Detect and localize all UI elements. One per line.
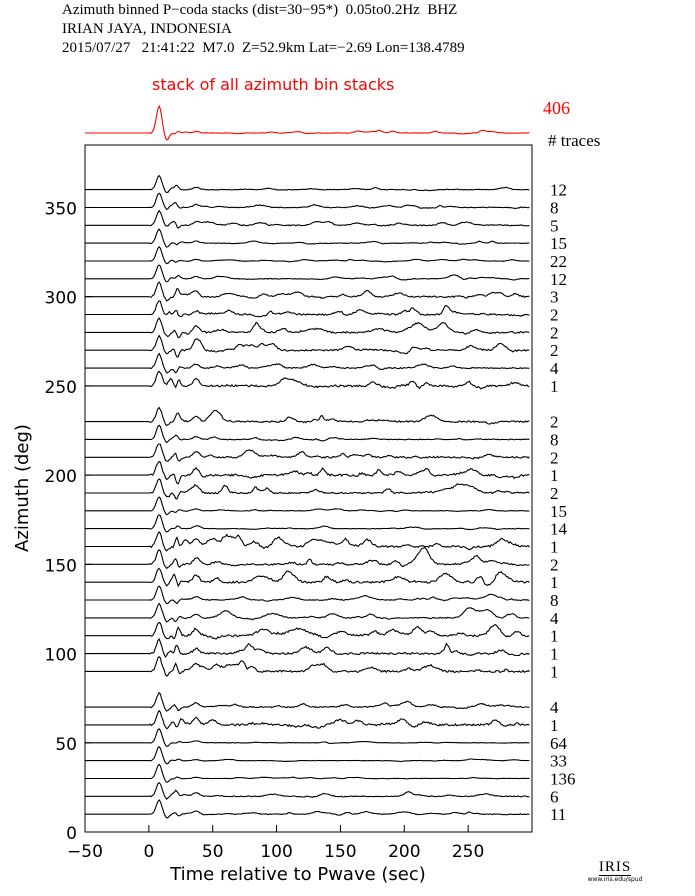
x-axis-label: Time relative to Pwave (sec) (169, 864, 426, 885)
trace-count-label: 11 (550, 805, 566, 824)
azimuth-trace-320 (85, 246, 530, 265)
azimuth-trace-230 (85, 406, 530, 427)
azimuth-trace-350 (85, 192, 530, 211)
azimuth-trace-210 (85, 443, 530, 463)
azimuth-trace-160 (85, 530, 530, 552)
trace-count-label: 1 (550, 716, 559, 735)
azimuth-trace-280 (85, 317, 530, 339)
x-tick-label: 150 (324, 842, 356, 862)
trace-count-label: 4 (550, 698, 559, 717)
trace-count-label: 15 (550, 502, 567, 521)
azimuth-trace-180 (85, 496, 530, 516)
azimuth-trace-300 (85, 281, 530, 302)
x-tick-label: 0 (143, 842, 154, 862)
trace-count-label: 2 (550, 413, 559, 432)
y-tick-label: 350 (45, 200, 77, 220)
azimuth-trace-360 (85, 174, 530, 194)
x-tick-label: 200 (388, 842, 420, 862)
y-tick-label: 300 (45, 289, 77, 309)
count-header: # traces (548, 131, 600, 150)
trace-count-label: 2 (550, 555, 559, 574)
trace-count-label: 1 (550, 645, 559, 664)
x-tick-label: 50 (202, 842, 224, 862)
azimuth-trace-30 (85, 763, 530, 783)
trace-count-label: 1 (550, 627, 559, 646)
x-tick-label: 100 (260, 842, 292, 862)
azimuth-trace-340 (85, 209, 530, 229)
azimuth-trace-250 (85, 370, 530, 390)
x-tick-label: −50 (67, 842, 103, 862)
trace-count-label: 8 (550, 430, 559, 449)
azimuth-trace-290 (85, 300, 530, 318)
header-region-line: IRIAN JAYA, INDONESIA (62, 21, 232, 37)
azimuth-trace-190 (85, 478, 530, 500)
trace-count-label: 2 (550, 306, 559, 325)
trace-count-label: 14 (550, 520, 568, 539)
azimuth-trace-100 (85, 637, 530, 658)
y-axis-label: Azimuth (deg) (12, 424, 33, 552)
trace-count-label: 3 (550, 288, 559, 307)
logo-text: IRIS (598, 859, 632, 876)
trace-count-label: 4 (550, 609, 559, 628)
trace-count-label: 4 (550, 359, 559, 378)
trace-count-label: 6 (550, 787, 559, 806)
azimuth-trace-170 (85, 514, 530, 533)
header-event-line: 2015/07/27 21:41:22 M7.0 Z=52.9km Lat=−2… (62, 40, 465, 56)
trace-count-label: 12 (550, 181, 567, 200)
trace-count-label: 2 (550, 484, 559, 503)
trace-count-label: 1 (550, 662, 559, 681)
azimuth-trace-120 (85, 602, 530, 623)
azimuth-trace-20 (85, 781, 530, 801)
trace-count-label: 12 (550, 270, 567, 289)
y-tick-label: 100 (45, 646, 77, 666)
azimuth-trace-310 (85, 264, 530, 283)
trace-count-label: 1 (550, 573, 559, 592)
azimuth-trace-70 (85, 691, 530, 712)
azimuth-trace-200 (85, 460, 530, 485)
y-tick-label: 0 (66, 824, 77, 844)
trace-count-label: 8 (550, 591, 559, 610)
trace-count-label: 33 (550, 752, 567, 771)
azimuth-trace-110 (85, 621, 530, 640)
trace-count-label: 1 (550, 377, 559, 396)
trace-count-label: 136 (550, 770, 576, 789)
azimuth-trace-270 (85, 334, 530, 358)
y-tick-label: 250 (45, 378, 77, 398)
azimuth-trace-40 (85, 745, 530, 765)
azimuth-trace-330 (85, 228, 530, 248)
summary-title: stack of all azimuth bin stacks (152, 75, 394, 94)
trace-count-label: 8 (550, 199, 559, 218)
plot-frame (84, 144, 533, 833)
trace-count-label: 15 (550, 234, 567, 253)
trace-count-label: 22 (550, 252, 567, 271)
azimuth-trace-90 (85, 655, 530, 677)
trace-count-label: 2 (550, 323, 559, 342)
summary-total-traces: 406 (543, 98, 570, 118)
y-tick-label: 50 (55, 735, 77, 755)
iris-logo: IRIS www.iris.edu/spud (585, 858, 645, 888)
azimuth-trace-50 (85, 727, 530, 748)
trace-count-label: 64 (550, 734, 568, 753)
azimuth-trace-260 (85, 352, 530, 374)
header-title-line: Azimuth binned P−coda stacks (dist=30−95… (62, 2, 458, 18)
azimuth-trace-150 (85, 546, 530, 570)
logo-url: www.iris.edu/spud (587, 876, 643, 883)
y-tick-label: 200 (45, 467, 77, 487)
trace-count-label: 1 (550, 466, 559, 485)
trace-count-label: 2 (550, 341, 559, 360)
azimuth-trace-10 (85, 798, 530, 819)
x-tick-label: 250 (452, 842, 484, 862)
azimuth-trace-130 (85, 585, 530, 605)
trace-count-label: 5 (550, 216, 559, 235)
trace-count-label: 1 (550, 538, 559, 557)
azimuth-trace-60 (85, 709, 530, 730)
azimuth-trace-220 (85, 424, 530, 444)
trace-count-label: 2 (550, 448, 559, 467)
y-tick-label: 150 (45, 556, 77, 576)
summary-stack-trace (85, 104, 530, 141)
azimuth-trace-140 (85, 567, 530, 588)
